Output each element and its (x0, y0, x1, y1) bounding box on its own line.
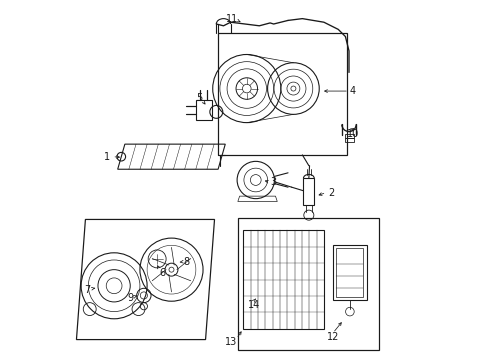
Text: 10: 10 (346, 130, 359, 139)
Bar (337, 248, 364, 297)
Bar (344, 134, 354, 138)
Text: 2: 2 (328, 188, 334, 198)
Text: 4: 4 (349, 86, 356, 96)
Bar (243, 230, 324, 329)
Text: 3: 3 (270, 177, 277, 187)
Bar (303, 178, 314, 205)
Text: 11: 11 (226, 14, 239, 24)
Text: 12: 12 (327, 332, 339, 342)
Text: 9: 9 (127, 293, 133, 303)
Bar (344, 138, 354, 142)
Text: 8: 8 (184, 257, 190, 267)
Text: 1: 1 (104, 152, 110, 162)
Text: 14: 14 (248, 300, 260, 310)
Bar (333, 244, 367, 300)
Text: 6: 6 (159, 268, 166, 278)
Text: 7: 7 (84, 285, 90, 296)
Text: 13: 13 (225, 337, 238, 347)
Bar (196, 100, 212, 120)
Text: 5: 5 (196, 93, 202, 103)
